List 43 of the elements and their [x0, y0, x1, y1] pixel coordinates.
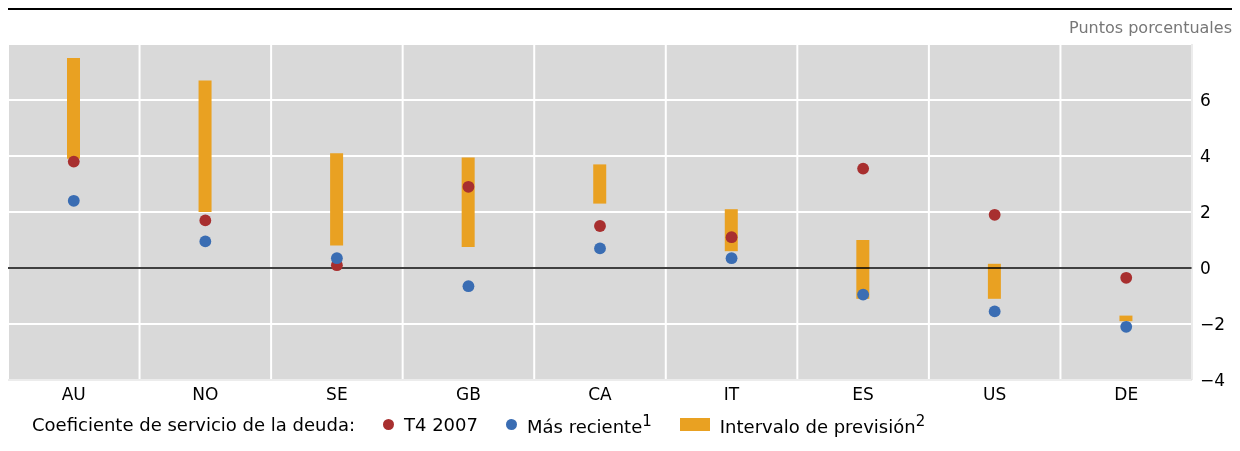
y-tick-label: −4 [1200, 370, 1226, 391]
x-tick-label: US [983, 384, 1007, 405]
bar [987, 263, 1001, 299]
point [594, 220, 606, 232]
x-tick-label: ES [852, 384, 874, 405]
point [725, 252, 738, 265]
point [67, 155, 80, 168]
point [1120, 320, 1133, 333]
legend-label: Intervalo de previsión$^{2}$ [719, 412, 926, 437]
y-tick-label: 2 [1200, 202, 1211, 223]
point [462, 180, 475, 193]
point [988, 208, 1001, 221]
legend-title: Coeficiente de servicio de la deuda: [32, 414, 355, 435]
bar [198, 80, 212, 212]
point [857, 288, 870, 301]
bar [330, 153, 344, 246]
y-tick-label: 4 [1200, 146, 1211, 167]
point [67, 194, 80, 207]
y-tick-label: −2 [1200, 314, 1226, 335]
legend-label: T4 2007 [404, 414, 478, 435]
x-tick-label: AU [61, 384, 86, 405]
point [594, 242, 606, 255]
point [462, 280, 475, 293]
point [857, 162, 870, 175]
x-tick-label: GB [456, 384, 481, 405]
point [725, 231, 738, 244]
legend-label: Más reciente$^{1}$ [526, 412, 652, 437]
x-tick-label: CA [588, 384, 613, 405]
point [330, 252, 343, 265]
x-tick-label: DE [1114, 384, 1139, 405]
y-tick-label: 6 [1200, 90, 1211, 111]
x-tick-label: SE [326, 384, 348, 405]
point [199, 214, 212, 227]
bar [593, 164, 607, 204]
x-tick-label: NO [192, 384, 219, 405]
point [988, 305, 1001, 318]
x-tick-label: IT [723, 384, 740, 405]
y-tick-label: 0 [1200, 258, 1211, 279]
bar [67, 58, 80, 159]
y-axis-title: Puntos porcentuales [1068, 17, 1232, 39]
point [1120, 271, 1133, 284]
point [199, 235, 212, 248]
bar [461, 157, 475, 247]
